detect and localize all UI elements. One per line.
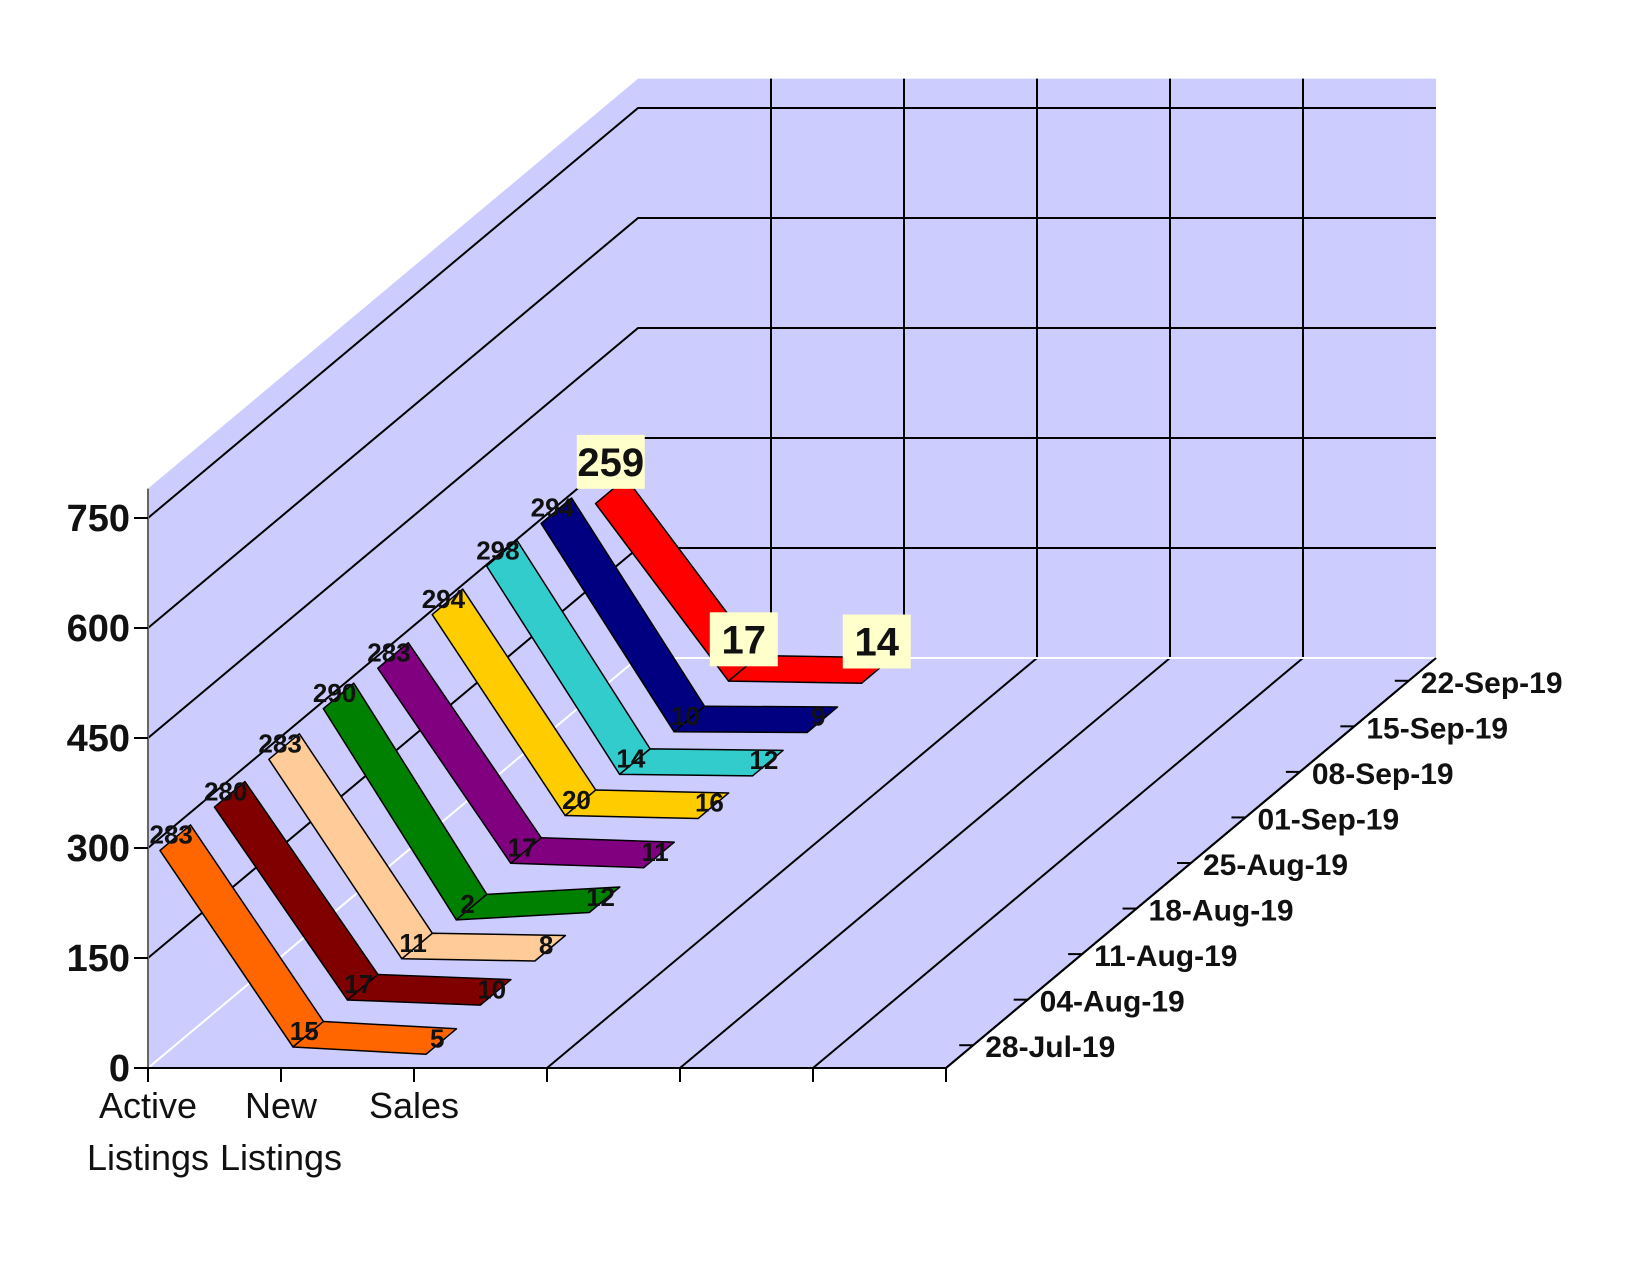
data-label: 17 <box>722 618 767 662</box>
data-label: 10 <box>477 974 506 1004</box>
data-label: 12 <box>749 745 778 775</box>
series-ribbon <box>431 588 730 820</box>
series-ribbon <box>377 641 675 869</box>
data-label: 259 <box>577 441 644 485</box>
data-label: 283 <box>150 820 193 850</box>
series-ribbon <box>485 539 784 777</box>
series-ribbon <box>159 824 458 1056</box>
floor-gridline <box>812 657 1304 1069</box>
floor-gridline <box>546 657 1038 1069</box>
data-label: 298 <box>476 535 519 565</box>
floor-gridline <box>679 657 1171 1069</box>
y-tick-label: 150 <box>67 938 130 980</box>
series-segment <box>455 886 621 921</box>
data-label: 12 <box>586 882 615 912</box>
category-label: New Listings <box>220 1085 342 1178</box>
data-label-box <box>576 434 645 489</box>
series-label: 01-Sep-19 <box>1257 803 1399 836</box>
series-label: 18-Aug-19 <box>1149 895 1294 928</box>
data-label: 10 <box>671 701 700 731</box>
series-segment <box>564 789 730 820</box>
side-wall-baseline <box>147 657 639 1069</box>
y-tick-label: 0 <box>109 1048 130 1090</box>
category-label: Active Listings <box>87 1085 209 1178</box>
series-segment <box>401 932 567 962</box>
y-tick-label: 750 <box>67 498 130 540</box>
data-label: 17 <box>344 969 373 999</box>
data-label: 8 <box>539 930 553 960</box>
series-segment <box>510 837 675 869</box>
series-ribbon <box>540 497 839 734</box>
data-label: 280 <box>204 776 247 806</box>
data-label-box <box>709 612 778 667</box>
data-label-box <box>842 614 911 669</box>
data-label: 290 <box>313 678 356 708</box>
y-tick-label: 300 <box>67 828 130 870</box>
y-tick-label: 600 <box>67 608 130 650</box>
category-label: Sales <box>369 1085 459 1126</box>
data-label: 16 <box>695 788 724 818</box>
data-label: 20 <box>562 785 591 815</box>
series-label: 28-Jul-19 <box>985 1031 1115 1064</box>
data-label: 14 <box>855 621 900 665</box>
series-label: 25-Aug-19 <box>1203 849 1348 882</box>
series-segment <box>618 748 784 777</box>
series-label: 15-Sep-19 <box>1366 712 1508 745</box>
data-label: 5 <box>430 1024 444 1054</box>
data-label: 14 <box>616 744 645 774</box>
series-label: 04-Aug-19 <box>1040 986 1185 1019</box>
series-segment <box>673 705 839 734</box>
series-label: 22-Sep-19 <box>1421 667 1563 700</box>
series-segment <box>346 973 512 1006</box>
data-label: 294 <box>422 584 466 614</box>
series-segment <box>292 1020 458 1056</box>
series-ribbon <box>268 733 567 962</box>
data-label: 9 <box>811 702 825 732</box>
data-label: 283 <box>367 637 410 667</box>
data-label: 283 <box>258 729 301 759</box>
data-label: 11 <box>641 837 669 867</box>
data-label: 2 <box>460 889 474 919</box>
data-label: 15 <box>290 1016 319 1046</box>
series-ribbon <box>322 682 621 921</box>
series-label: 11-Aug-19 <box>1094 940 1237 973</box>
data-label: 294 <box>531 493 575 523</box>
data-label: 17 <box>508 833 537 863</box>
data-label: 11 <box>399 928 427 958</box>
series-label: 08-Sep-19 <box>1312 758 1454 791</box>
y-tick-label: 450 <box>67 718 130 760</box>
series-ribbon <box>213 780 512 1006</box>
